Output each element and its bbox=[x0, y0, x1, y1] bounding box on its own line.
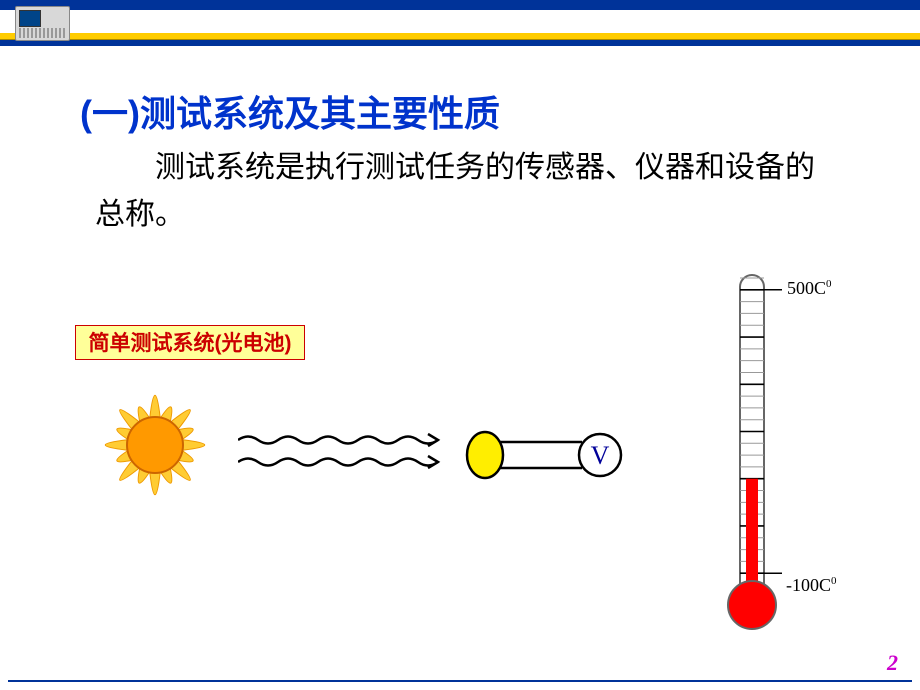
sun-illustration bbox=[80, 370, 230, 520]
thermometer-high-label: 500C0 bbox=[787, 278, 832, 299]
slide-body: 测试系统是执行测试任务的传感器、仪器和设备的总称。 bbox=[95, 145, 820, 238]
page-number: 2 bbox=[887, 650, 898, 676]
caption-box: 简单测试系统(光电池) bbox=[75, 325, 305, 360]
top-blue-bar bbox=[0, 0, 920, 10]
photocell-meter: V bbox=[460, 420, 630, 490]
thermometer-low-label: -100C0 bbox=[786, 575, 837, 596]
light-waves bbox=[238, 420, 453, 480]
oscilloscope-icon bbox=[15, 6, 70, 41]
gold-bar bbox=[0, 33, 920, 40]
bottom-border bbox=[8, 680, 912, 682]
svg-text:V: V bbox=[591, 441, 610, 470]
lower-blue-bar bbox=[0, 40, 920, 46]
slide-title: (一)测试系统及其主要性质 bbox=[80, 85, 500, 137]
